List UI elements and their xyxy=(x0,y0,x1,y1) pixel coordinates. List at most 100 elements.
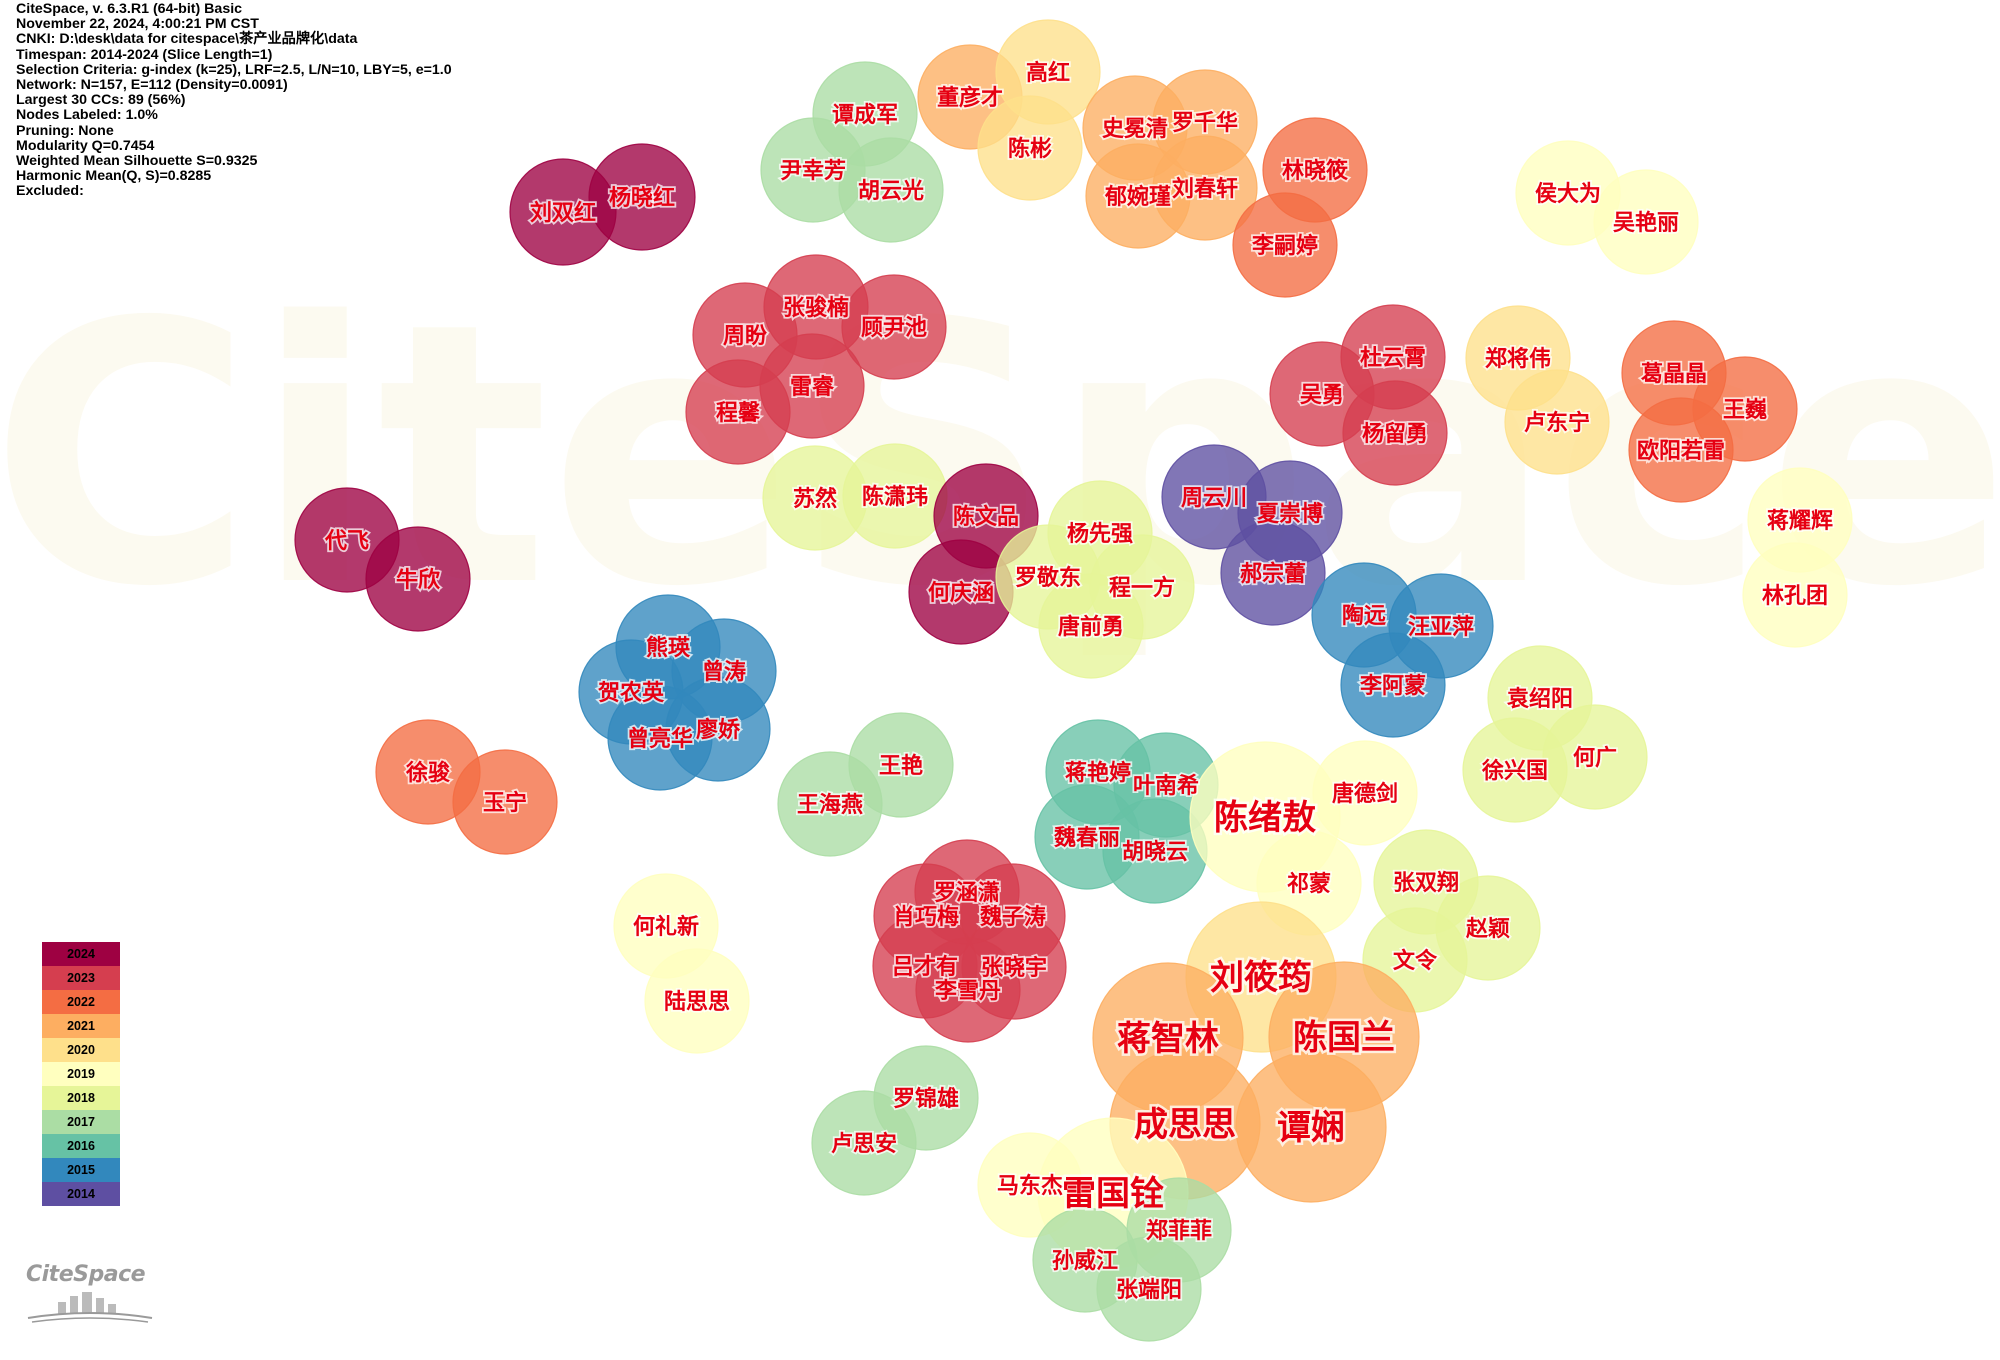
node-label: 赵颖 xyxy=(1465,916,1510,942)
node-label: 叶南希 xyxy=(1133,773,1199,799)
node-label: 董彦才 xyxy=(937,85,1003,111)
node-circle[interactable] xyxy=(1220,520,1326,626)
node-label: 张晓宇 xyxy=(981,955,1047,981)
node-label: 蒋耀辉 xyxy=(1767,508,1833,534)
node-circle[interactable] xyxy=(644,948,750,1054)
node-label: 牛欣 xyxy=(396,567,440,593)
node-circle[interactable] xyxy=(1312,740,1418,846)
node-circle[interactable] xyxy=(1038,573,1144,679)
node-label: 谭娴 xyxy=(1277,1108,1345,1148)
node-circle[interactable] xyxy=(685,359,791,465)
node-label: 郑将伟 xyxy=(1485,346,1551,372)
node-circle[interactable] xyxy=(1593,169,1699,275)
node-circle[interactable] xyxy=(841,274,947,380)
node-label: 胡云光 xyxy=(858,178,924,204)
node-circle[interactable] xyxy=(777,751,883,857)
legend-year-2020: 2020 xyxy=(42,1038,120,1062)
node-label: 熊瑛 xyxy=(646,635,691,661)
node-circle[interactable] xyxy=(1340,632,1446,738)
node-label: 郑菲菲 xyxy=(1146,1218,1212,1244)
node-label: 王海燕 xyxy=(797,792,863,818)
node-label: 吕才有 xyxy=(892,954,958,980)
node-label: 徐兴国 xyxy=(1481,758,1548,784)
info-line: CNKI: D:\desk\data for citespace\茶产业品牌化\… xyxy=(16,31,358,48)
node-circle[interactable] xyxy=(588,143,696,251)
legend-year-2016: 2016 xyxy=(42,1134,120,1158)
node-label: 杨晓红 xyxy=(609,185,675,211)
legend-year-2014: 2014 xyxy=(42,1182,120,1206)
node-circle[interactable] xyxy=(915,937,1021,1043)
node-circle[interactable] xyxy=(1235,1051,1387,1203)
node-circle[interactable] xyxy=(1152,135,1258,241)
node-label: 陈绪敖 xyxy=(1214,798,1316,838)
node-label: 成思思 xyxy=(1134,1105,1236,1145)
node-circle[interactable] xyxy=(838,137,944,243)
node-label: 曾涛 xyxy=(702,659,746,685)
node-label: 曾亮华 xyxy=(627,726,693,752)
nodes-layer xyxy=(294,19,1853,1342)
node-circle[interactable] xyxy=(452,749,558,855)
node-label: 何礼新 xyxy=(633,914,699,940)
info-line: Pruning: None xyxy=(16,122,114,139)
node-label: 程馨 xyxy=(716,400,761,426)
node-label: 陈文品 xyxy=(953,504,1019,530)
node-circle[interactable] xyxy=(1342,380,1448,486)
node-label: 胡晓云 xyxy=(1122,839,1188,865)
info-line: November 22, 2024, 4:00:21 PM CST xyxy=(16,16,259,33)
info-line: Harmonic Mean(Q, S)=0.8285 xyxy=(16,168,212,185)
node-label: 林晓筱 xyxy=(1282,158,1348,184)
node-label: 陆思思 xyxy=(664,989,730,1015)
node-label: 刘双红 xyxy=(530,200,596,226)
node-label: 雷睿 xyxy=(790,374,835,400)
year-legend: 2024 2023 2022 2021 2020 2019 2018 2017 2016 2015… xyxy=(42,942,120,1206)
node-circle[interactable] xyxy=(665,676,771,782)
node-label: 李阿蒙 xyxy=(1359,673,1426,699)
node-label: 何广 xyxy=(1573,745,1617,771)
node-label: 刘筱筠 xyxy=(1210,958,1312,998)
node-label: 陈国兰 xyxy=(1293,1018,1395,1058)
node-circle[interactable] xyxy=(365,526,471,632)
node-label: 周盼 xyxy=(723,323,767,349)
node-label: 罗敬东 xyxy=(1015,565,1081,591)
node-label: 陶远 xyxy=(1342,603,1386,629)
node-circle[interactable] xyxy=(1232,192,1338,298)
node-label: 李嗣婷 xyxy=(1251,233,1318,259)
node-label: 葛晶晶 xyxy=(1640,361,1707,387)
info-line: Nodes Labeled: 1.0% xyxy=(16,107,158,124)
node-label: 杨留勇 xyxy=(1362,421,1428,447)
node-circle[interactable] xyxy=(811,1090,917,1196)
node-label: 高红 xyxy=(1026,60,1070,86)
node-label: 罗锦雄 xyxy=(893,1086,959,1112)
node-circle[interactable] xyxy=(1742,542,1848,648)
node-label: 周云川 xyxy=(1181,485,1247,511)
node-label: 王巍 xyxy=(1723,397,1767,423)
node-label: 肖巧梅 xyxy=(893,904,959,930)
node-label: 苏然 xyxy=(793,486,837,512)
node-label: 罗千华 xyxy=(1172,110,1238,136)
node-label: 史冕清 xyxy=(1102,116,1168,142)
node-circle[interactable] xyxy=(1504,369,1610,475)
node-label: 程一方 xyxy=(1109,575,1175,601)
node-label: 罗涵潇 xyxy=(934,880,1000,906)
node-label: 吴勇 xyxy=(1300,382,1344,408)
node-label: 李雪丹 xyxy=(934,978,1001,1004)
node-label: 王艳 xyxy=(879,753,923,779)
node-circle[interactable] xyxy=(1628,397,1734,503)
node-label: 袁绍阳 xyxy=(1506,686,1573,712)
node-circle[interactable] xyxy=(977,95,1083,201)
node-label: 蒋智林 xyxy=(1117,1019,1219,1059)
node-label: 林孔团 xyxy=(1762,583,1828,609)
node-label: 陈潇玮 xyxy=(862,484,928,510)
node-circle[interactable] xyxy=(1096,1236,1202,1342)
node-label: 何庆涵 xyxy=(928,580,994,606)
info-line: Excluded: xyxy=(16,183,84,200)
info-line: Weighted Mean Silhouette S=0.9325 xyxy=(16,153,258,170)
node-label: 马东杰 xyxy=(997,1173,1063,1199)
node-label: 魏春丽 xyxy=(1053,825,1120,851)
node-label: 张双翔 xyxy=(1393,870,1459,896)
node-label: 陈彬 xyxy=(1008,136,1052,162)
node-label: 欧阳若雷 xyxy=(1637,438,1725,464)
node-label: 张端阳 xyxy=(1116,1277,1182,1303)
network-info-panel: CiteSpace, v. 6.3.R1 (64-bit) Basic Novem… xyxy=(16,1,452,200)
node-circle[interactable] xyxy=(1542,704,1648,810)
